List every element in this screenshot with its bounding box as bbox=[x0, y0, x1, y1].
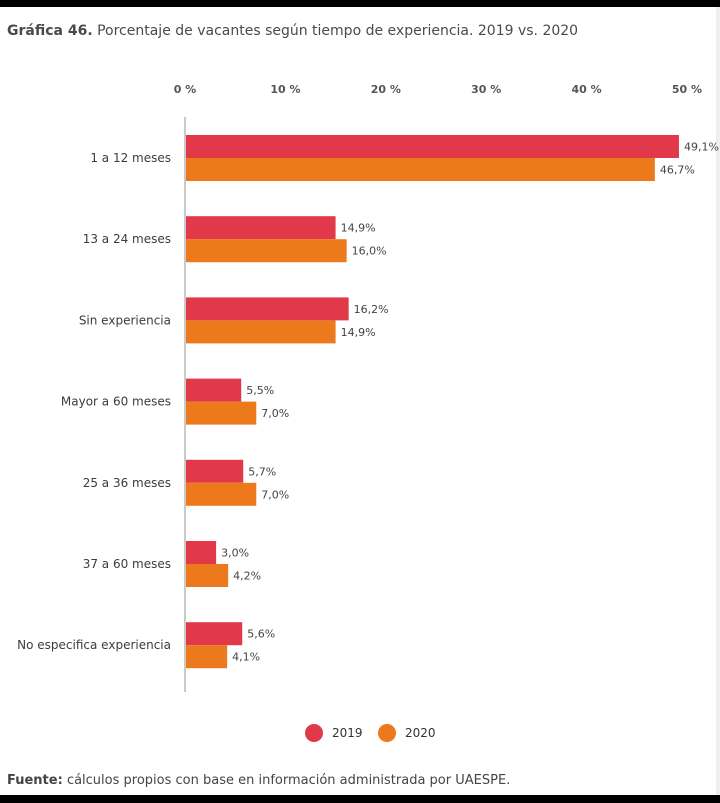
bar-2020 bbox=[186, 239, 347, 263]
data-label-2019: 5,5% bbox=[246, 384, 274, 397]
chart-title-prefix: Gráfica 46. bbox=[7, 23, 93, 39]
legend-swatch-2020 bbox=[378, 724, 396, 742]
legend-swatch-2019 bbox=[305, 724, 323, 742]
legend-label-2020: 2020 bbox=[405, 726, 436, 740]
bar-2020 bbox=[186, 158, 655, 181]
bar-2019 bbox=[186, 135, 679, 158]
bar-2019 bbox=[186, 378, 242, 402]
x-tick-label: 50 % bbox=[672, 83, 702, 96]
source-text: cálculos propios con base en información… bbox=[66, 773, 511, 788]
bar-2020 bbox=[186, 645, 228, 669]
chart-title-text: Porcentaje de vacantes según tiempo de e… bbox=[97, 23, 579, 39]
top-frame-bar bbox=[0, 0, 720, 7]
data-label-2020: 7,0% bbox=[261, 407, 289, 420]
bar-2019 bbox=[186, 297, 349, 321]
data-label-2020: 4,1% bbox=[232, 651, 260, 664]
category-label: 1 a 12 meses bbox=[90, 151, 171, 165]
data-label-2019: 5,6% bbox=[247, 628, 275, 641]
category-label: 37 a 60 meses bbox=[83, 557, 171, 571]
bottom-frame-bar bbox=[0, 795, 720, 803]
x-tick-label: 0 % bbox=[174, 83, 197, 96]
bar-2019 bbox=[186, 541, 217, 564]
category-label: 13 a 24 meses bbox=[83, 232, 171, 246]
chart-title: Gráfica 46. Porcentaje de vacantes según… bbox=[7, 23, 578, 39]
data-label-2019: 49,1% bbox=[684, 141, 719, 154]
bar-2020 bbox=[186, 401, 257, 425]
x-tick-label: 20 % bbox=[371, 83, 401, 96]
bar-2019 bbox=[186, 459, 244, 483]
legend-label-2019: 2019 bbox=[332, 726, 363, 740]
data-label-2019: 16,2% bbox=[354, 303, 389, 316]
source-prefix: Fuente: bbox=[7, 773, 63, 788]
data-label-2020: 4,2% bbox=[233, 570, 261, 583]
data-label-2019: 5,7% bbox=[248, 465, 276, 478]
data-label-2020: 16,0% bbox=[352, 245, 387, 258]
bar-2020 bbox=[186, 564, 229, 587]
bar-2020 bbox=[186, 482, 257, 506]
right-frame-edge bbox=[716, 7, 720, 795]
category-label: 25 a 36 meses bbox=[83, 476, 171, 490]
x-tick-label: 30 % bbox=[471, 83, 501, 96]
legend-item-2020: 2020 bbox=[378, 724, 436, 742]
data-label-2019: 14,9% bbox=[341, 222, 376, 235]
legend-item-2019: 2019 bbox=[305, 724, 363, 742]
bar-chart: 0 % 10 % 20 % 30 % 40 % 50 % 1 a 12 meses 49,1%… bbox=[17, 83, 719, 692]
bar-2019 bbox=[186, 216, 336, 240]
category-label: Sin experiencia bbox=[79, 313, 171, 327]
data-label-2019: 3,0% bbox=[221, 547, 249, 560]
bar-2019 bbox=[186, 622, 243, 646]
source-note: Fuente: cálculos propios con base en inf… bbox=[7, 773, 510, 788]
data-label-2020: 14,9% bbox=[341, 326, 376, 339]
data-label-2020: 46,7% bbox=[660, 164, 695, 177]
x-tick-label: 10 % bbox=[270, 83, 300, 96]
data-label-2020: 7,0% bbox=[261, 488, 289, 501]
x-tick-label: 40 % bbox=[572, 83, 602, 96]
category-label: No especifica experiencia bbox=[17, 638, 171, 652]
category-label: Mayor a 60 meses bbox=[61, 395, 171, 409]
chart-legend: 2019 2020 bbox=[0, 724, 720, 748]
bar-2020 bbox=[186, 320, 336, 344]
